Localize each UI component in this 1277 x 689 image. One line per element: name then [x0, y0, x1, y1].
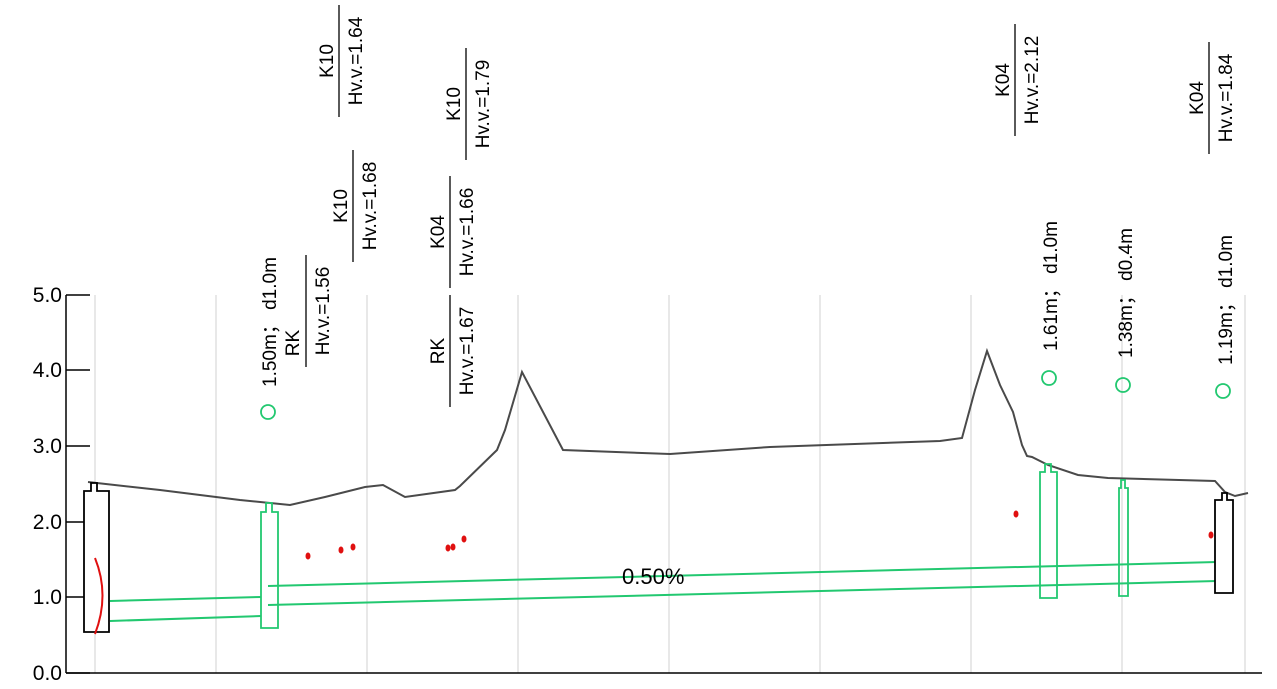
ground-profile-line [87, 347, 1249, 507]
pipe-upper [267, 561, 1218, 587]
red-point [1013, 510, 1019, 518]
tag-code: K10 [444, 87, 465, 121]
tag-hv: Hv.v.=1.56 [313, 267, 334, 356]
well-marker [1041, 370, 1057, 386]
tag-k04-1: K04 Hv.v.=1.66 [428, 176, 478, 288]
tag-k10-1: K10 Hv.v.=1.68 [331, 150, 381, 262]
pipe-lower-left [109, 615, 262, 622]
red-point [305, 552, 311, 560]
tag-hv: Hv.v.=1.66 [457, 188, 478, 277]
pipe-upper-left [109, 596, 262, 602]
structure-right [1214, 492, 1234, 594]
y-tick-label: 4.0 [33, 359, 62, 382]
tag-k04-2: K04 Hv.v.=2.12 [993, 24, 1043, 136]
tag-code: K04 [1187, 81, 1208, 115]
tag-code: RK [428, 337, 449, 364]
red-arc [94, 557, 104, 635]
well-marker [260, 404, 276, 420]
y-axis [65, 294, 1262, 674]
structure-left [83, 482, 110, 633]
y-tick-label: 3.0 [33, 435, 62, 458]
tag-k10-3: K10 Hv.v.=1.79 [444, 48, 494, 160]
tag-code: K10 [331, 189, 352, 223]
pipe-lines [109, 561, 1218, 622]
pipe-lower [267, 580, 1218, 606]
y-tick-label: 5.0 [33, 284, 62, 307]
red-point [1208, 531, 1214, 539]
y-tick-label: 1.0 [33, 586, 62, 609]
tag-code: K10 [317, 44, 338, 78]
tag-hv: Hv.v.=1.84 [1216, 53, 1237, 142]
tag-code: RK [283, 329, 304, 356]
tag-code: K04 [993, 63, 1014, 97]
tag-hv: Hv.v.=1.64 [346, 16, 367, 105]
well-marker [1215, 383, 1231, 399]
slope-label: 0.50% [622, 564, 684, 589]
well-marker [1115, 377, 1131, 393]
grid [94, 295, 1246, 673]
tag-hv: Hv.v.=1.68 [360, 162, 381, 251]
red-point [350, 543, 356, 551]
y-tick-label: 2.0 [33, 511, 62, 534]
red-point [338, 546, 344, 554]
tag-rk-2: RK Hv.v.=1.67 [428, 295, 478, 407]
tag-k04-3: K04 Hv.v.=1.84 [1187, 42, 1237, 154]
well-label: 1.50m； d1.0m [260, 257, 281, 387]
y-tick-labels: 0.0 1.0 2.0 3.0 4.0 5.0 [33, 284, 62, 685]
well-labels: 1.50m； d1.0m 1.61m； d1.0m 1.38m； d0.4m 1… [260, 221, 1237, 387]
red-point [445, 544, 451, 552]
well-2 [1039, 463, 1058, 599]
well-1 [260, 502, 279, 629]
y-tick-label: 0.0 [33, 662, 62, 685]
tag-k10-2: K10 Hv.v.=1.64 [317, 5, 367, 117]
tag-rk-1: RK Hv.v.=1.56 [283, 255, 334, 367]
red-points [305, 510, 1214, 560]
well-label: 1.61m； d1.0m [1041, 221, 1062, 351]
tag-code: K04 [428, 215, 449, 249]
red-point [450, 543, 456, 551]
red-point [461, 535, 467, 543]
well-label: 1.38m； d0.4m [1116, 228, 1137, 358]
well-markers [260, 370, 1231, 420]
tag-hv: Hv.v.=1.67 [457, 307, 478, 396]
tag-hv: Hv.v.=1.79 [473, 60, 494, 149]
tag-hv: Hv.v.=2.12 [1022, 36, 1043, 125]
well-3 [1118, 479, 1129, 597]
well-label: 1.19m； d1.0m [1216, 235, 1237, 365]
